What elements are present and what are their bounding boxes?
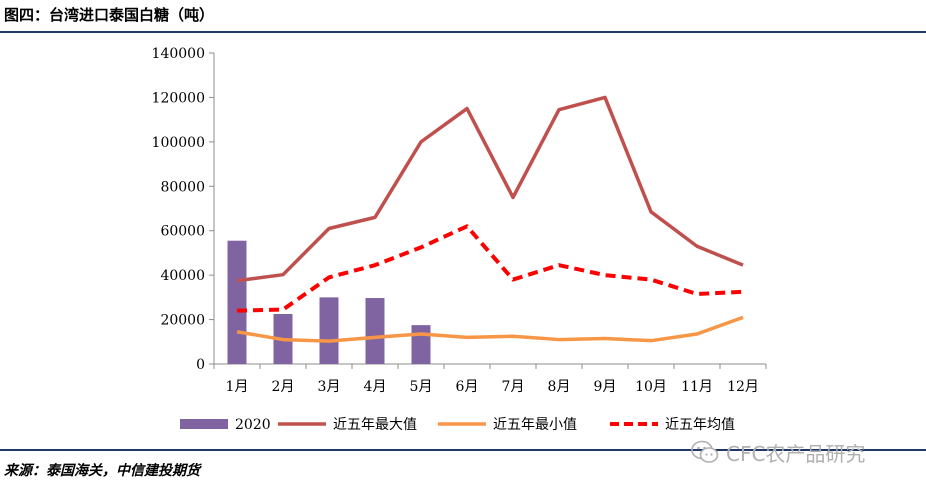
y-tick-label: 0: [196, 357, 205, 373]
legend-swatch: [180, 419, 228, 429]
series-line-2: [236, 315, 744, 343]
source-note: 来源：泰国海关，中信建投期货: [4, 463, 200, 479]
legend-label: 近五年最大值: [333, 417, 417, 433]
series-line-3: [236, 224, 744, 313]
bottom-divider: [0, 449, 926, 451]
bar: [411, 325, 431, 364]
x-tick-label: 6月: [456, 379, 479, 395]
x-tick-label: 4月: [364, 379, 387, 395]
y-tick-label: 100000: [152, 135, 205, 151]
bar: [365, 298, 385, 364]
bar-series: [227, 240, 431, 364]
top-divider: [0, 31, 926, 33]
x-tick-label: 10月: [635, 379, 667, 395]
y-tick-label: 80000: [160, 179, 205, 195]
watermark: CFC农产品研究: [690, 437, 865, 467]
wechat-icon: [691, 440, 719, 463]
bar: [227, 240, 247, 364]
series-line-1: [236, 95, 744, 283]
x-tick-label: 9月: [594, 379, 617, 395]
y-tick-label: 140000: [152, 46, 205, 62]
figure-title: 图四：台湾进口泰国白糖（吨）: [4, 6, 215, 24]
y-axis: 0 20000 40000 60000 80000 100000 120000 140000: [152, 46, 215, 373]
bar: [319, 297, 339, 364]
x-tick-label: 12月: [727, 379, 759, 395]
legend: 2020 近五年最大值 近五年最小值 近五年均值: [180, 417, 735, 433]
y-tick-label: 40000: [160, 268, 205, 284]
watermark-text: CFC农产品研究: [726, 441, 866, 466]
y-tick-label: 20000: [160, 313, 205, 329]
legend-label: 近五年最小值: [493, 417, 577, 433]
x-tick-label: 7月: [502, 379, 525, 395]
x-tick-label: 1月: [226, 379, 249, 395]
y-tick-label: 120000: [152, 90, 205, 106]
x-tick-label: 8月: [548, 379, 571, 395]
x-axis: 1月 2月 3月 4月 5月 6月 7月 8月 9月 10月 11月 12月: [213, 363, 767, 395]
x-tick-label: 11月: [681, 379, 713, 395]
x-tick-label: 5月: [410, 379, 433, 395]
x-tick-label: 3月: [318, 379, 341, 395]
legend-label: 2020: [235, 417, 271, 433]
line-series: [236, 95, 744, 343]
x-tick-label: 2月: [272, 379, 295, 395]
legend-label: 近五年均值: [665, 417, 735, 433]
y-tick-label: 60000: [160, 224, 205, 240]
